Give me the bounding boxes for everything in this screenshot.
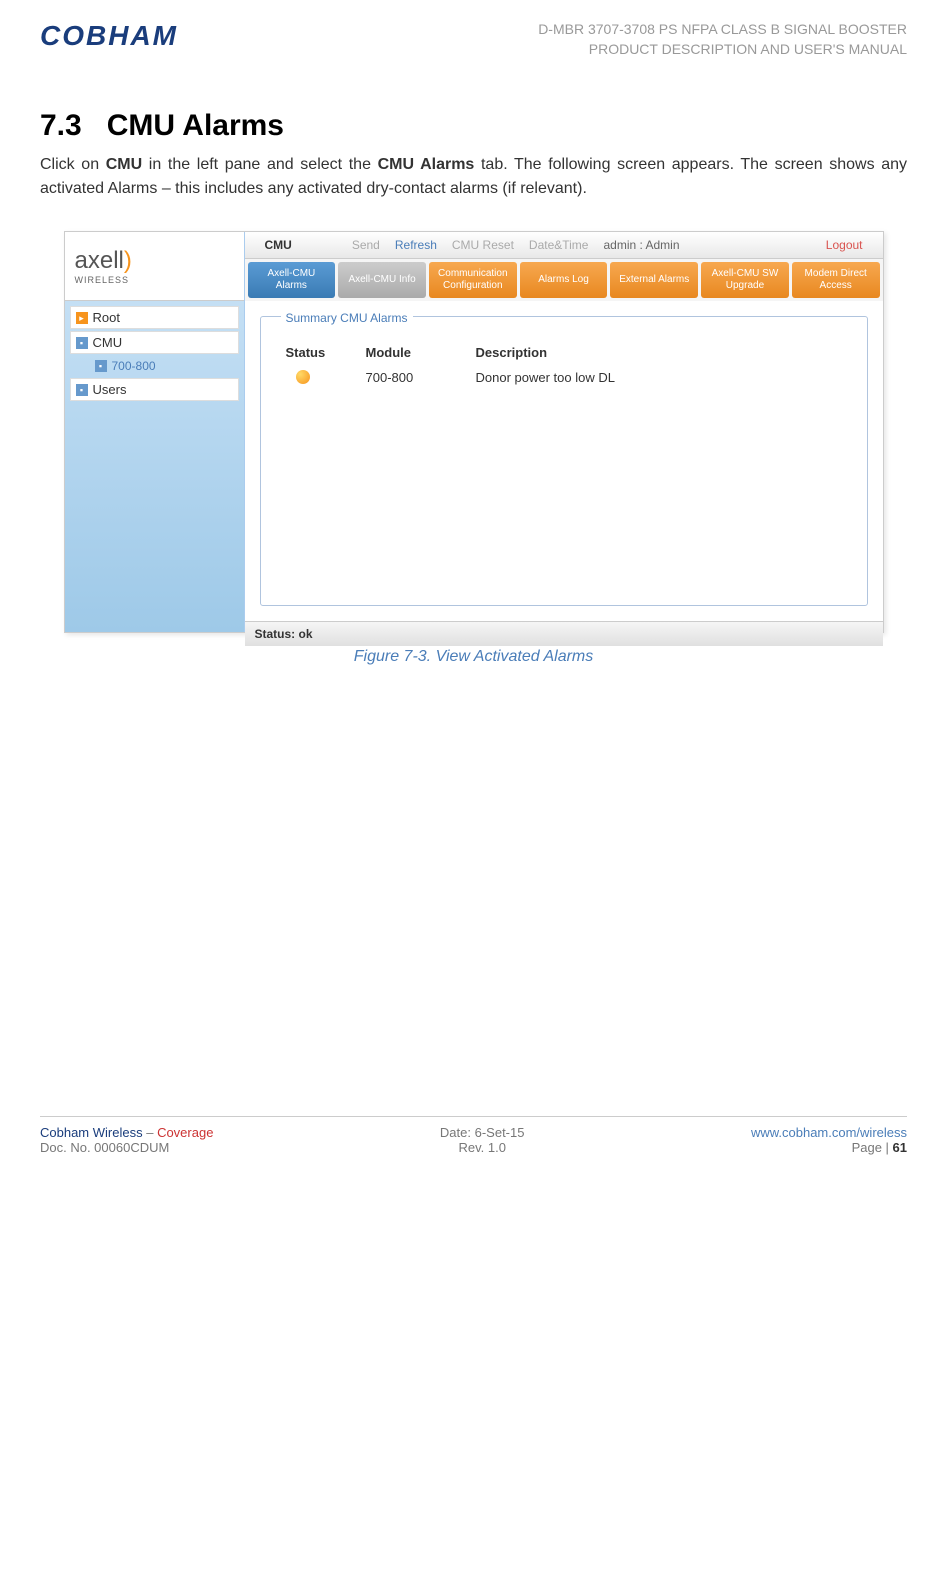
page-footer: Cobham Wireless – Coverage Doc. No. 0006… xyxy=(40,1116,907,1155)
tab-alarms-log[interactable]: Alarms Log xyxy=(520,262,608,298)
alarms-fieldset: Summary CMU Alarms Status Module Descrip… xyxy=(260,316,868,606)
tab-cmu-alarms[interactable]: Axell-CMU Alarms xyxy=(248,262,336,298)
figure-caption: Figure 7-3. View Activated Alarms xyxy=(40,648,907,666)
nav-tree: ▸ Root ▪ CMU ▪ 700-800 ▪ Users xyxy=(65,301,244,408)
tree-label: 700-800 xyxy=(112,359,156,373)
admin-label: admin : Admin xyxy=(603,238,679,252)
header-title: D-MBR 3707-3708 PS NFPA CLASS B SIGNAL B… xyxy=(538,20,907,59)
tree-item-700-800[interactable]: ▪ 700-800 xyxy=(90,356,239,376)
page-label: Page | xyxy=(852,1140,893,1155)
tab-cmu-info[interactable]: Axell-CMU Info xyxy=(338,262,426,298)
send-link[interactable]: Send xyxy=(352,238,380,252)
sidebar-logo: axell) WIRELESS xyxy=(65,232,244,301)
footer-page: Page | 61 xyxy=(751,1140,907,1155)
body-text: Click on xyxy=(40,156,106,173)
warning-icon xyxy=(296,370,310,384)
status-cell xyxy=(286,370,366,387)
app-main: CMU Send Refresh CMU Reset Date&Time adm… xyxy=(245,232,883,632)
tab-bar: Axell-CMU Alarms Axell-CMU Info Communic… xyxy=(245,259,883,301)
tree-item-users[interactable]: ▪ Users xyxy=(70,378,239,401)
tree-item-root[interactable]: ▸ Root xyxy=(70,306,239,329)
tab-comm-config[interactable]: Communication Configuration xyxy=(429,262,517,298)
col-status-header: Status xyxy=(286,345,366,360)
header-line2: PRODUCT DESCRIPTION AND USER'S MANUAL xyxy=(538,40,907,60)
footer-url: www.cobham.com/wireless xyxy=(751,1125,907,1140)
refresh-link[interactable]: Refresh xyxy=(395,238,437,252)
tree-item-cmu[interactable]: ▪ CMU xyxy=(70,331,239,354)
logout-link[interactable]: Logout xyxy=(826,238,863,252)
datetime-link[interactable]: Date&Time xyxy=(529,238,589,252)
sidebar-logo-main: axell xyxy=(75,247,124,274)
section-title: CMU Alarms xyxy=(107,109,284,142)
tree-label: Users xyxy=(93,382,127,397)
col-desc-header: Description xyxy=(476,345,842,360)
footer-left: Cobham Wireless – Coverage Doc. No. 0006… xyxy=(40,1125,213,1155)
tree-label: Root xyxy=(93,310,120,325)
device-icon: ▪ xyxy=(76,337,88,349)
footer-coverage: Coverage xyxy=(157,1125,213,1140)
header-line1: D-MBR 3707-3708 PS NFPA CLASS B SIGNAL B… xyxy=(538,20,907,40)
footer-center: Date: 6-Set-15 Rev. 1.0 xyxy=(440,1125,525,1155)
section-heading: 7.3 CMU Alarms xyxy=(40,109,907,143)
footer-doc: Doc. No. 00060CDUM xyxy=(40,1140,213,1155)
status-bar: Status: ok xyxy=(245,621,883,646)
col-module-header: Module xyxy=(366,345,476,360)
footer-right: www.cobham.com/wireless Page | 61 xyxy=(751,1125,907,1155)
body-bold: CMU Alarms xyxy=(378,156,475,173)
body-text: in the left pane and select the xyxy=(142,156,377,173)
table-row: 700-800 Donor power too low DL xyxy=(276,365,852,392)
app-body: axell) WIRELESS ▸ Root ▪ CMU ▪ 700-800 xyxy=(65,232,883,632)
footer-rev: Rev. 1.0 xyxy=(440,1140,525,1155)
section-body: Click on CMU in the left pane and select… xyxy=(40,153,907,201)
tab-external-alarms[interactable]: External Alarms xyxy=(610,262,698,298)
topbar-title: CMU xyxy=(265,238,292,252)
section-number: 7.3 xyxy=(40,109,82,142)
folder-icon: ▸ xyxy=(76,312,88,324)
page-number: 61 xyxy=(893,1140,907,1155)
tree-label: CMU xyxy=(93,335,123,350)
footer-date: Date: 6-Set-15 xyxy=(440,1125,525,1140)
alarm-table: Status Module Description 700-800 Donor … xyxy=(276,340,852,392)
table-header: Status Module Description xyxy=(276,340,852,365)
description-cell: Donor power too low DL xyxy=(476,370,842,387)
users-icon: ▪ xyxy=(76,384,88,396)
tab-sw-upgrade[interactable]: Axell-CMU SW Upgrade xyxy=(701,262,789,298)
sidebar-logo-accent: ) xyxy=(124,247,132,274)
page-header: COBHAM D-MBR 3707-3708 PS NFPA CLASS B S… xyxy=(40,20,907,59)
sidebar-logo-sub: WIRELESS xyxy=(75,275,234,285)
content-panel: Summary CMU Alarms Status Module Descrip… xyxy=(245,301,883,621)
fieldset-legend: Summary CMU Alarms xyxy=(281,311,413,325)
company-logo: COBHAM xyxy=(40,20,178,52)
app-topbar: CMU Send Refresh CMU Reset Date&Time adm… xyxy=(245,232,883,259)
footer-sep: – xyxy=(143,1125,157,1140)
tab-modem-access[interactable]: Modem Direct Access xyxy=(792,262,880,298)
app-sidebar: axell) WIRELESS ▸ Root ▪ CMU ▪ 700-800 xyxy=(65,232,245,632)
device-icon: ▪ xyxy=(95,360,107,372)
cmu-reset-link[interactable]: CMU Reset xyxy=(452,238,514,252)
embedded-screenshot: axell) WIRELESS ▸ Root ▪ CMU ▪ 700-800 xyxy=(64,231,884,633)
module-cell: 700-800 xyxy=(366,370,476,387)
body-bold: CMU xyxy=(106,156,142,173)
footer-brand: Cobham Wireless xyxy=(40,1125,143,1140)
